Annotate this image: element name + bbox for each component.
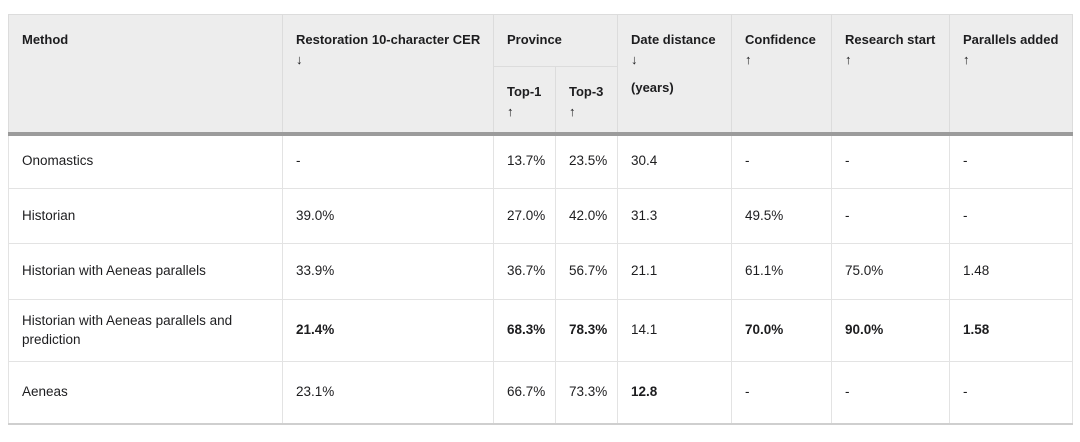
cell-top3: 23.5% — [554, 133, 619, 190]
cell-date-distance: 30.4 — [617, 133, 733, 190]
descending-arrow-icon: ↓ — [296, 51, 303, 67]
cell-method: Aeneas — [8, 361, 283, 425]
table-header: Method Restoration 10-character CER ↓ Pr… — [8, 13, 1074, 136]
column-header-parallels-added: Parallels added ↑ — [949, 13, 1074, 136]
cell-cer: 39.0% — [282, 188, 494, 245]
table-row-historian-parallels-prediction: Historian with Aeneas parallels and pred… — [8, 299, 1074, 363]
column-header-research-start: Research start ↑ — [831, 13, 951, 136]
ascending-arrow-icon: ↑ — [745, 51, 752, 67]
header-row-sub: Top-1 ↑ Top-3 ↑ — [9, 65, 1073, 136]
cell-cer: 33.9% — [282, 243, 494, 301]
column-header-cer: Restoration 10-character CER ↓ — [282, 13, 494, 136]
ascending-arrow-icon: ↑ — [963, 51, 970, 67]
cell-research-start: - — [831, 361, 951, 425]
results-table-container: Method Restoration 10-character CER ↓ Pr… — [8, 13, 1074, 425]
ascending-arrow-icon: ↑ — [507, 103, 514, 119]
column-header-date-distance-label: Date distance — [631, 32, 716, 47]
cell-top3: 73.3% — [554, 361, 619, 425]
header-row-top: Method Restoration 10-character CER ↓ Pr… — [8, 13, 1074, 136]
cell-top1: 68.3% — [493, 299, 556, 363]
column-header-date-distance: Date distance ↓ (years) — [617, 13, 733, 136]
table-row-historian-parallels: Historian with Aeneas parallels 33.9% 36… — [8, 243, 1074, 301]
cell-confidence: 61.1% — [731, 243, 833, 301]
cell-method: Historian — [8, 188, 283, 245]
cell-top3: 42.0% — [554, 188, 619, 245]
column-header-top3-label: Top-3 — [569, 84, 604, 99]
cell-top3: 56.7% — [554, 243, 619, 301]
table-row-historian: Historian 39.0% 27.0% 42.0% 31.3 49.5% -… — [8, 188, 1074, 245]
cell-confidence: - — [731, 361, 833, 425]
ascending-arrow-icon: ↑ — [845, 51, 852, 67]
column-header-province: Province — [492, 14, 619, 67]
cell-top1: 36.7% — [493, 243, 556, 301]
cell-parallels-added: - — [949, 361, 1074, 425]
cell-method: Historian with Aeneas parallels and pred… — [8, 299, 283, 363]
cell-top3: 78.3% — [554, 299, 619, 363]
column-header-research-start-label: Research start — [845, 32, 936, 47]
cell-date-distance: 14.1 — [617, 299, 733, 363]
cell-cer: 23.1% — [282, 361, 494, 425]
column-header-top3: Top-3 ↑ — [554, 65, 619, 136]
table-body: Onomastics - 13.7% 23.5% 30.4 - - - Hist… — [8, 133, 1074, 425]
descending-arrow-icon: ↓ — [631, 51, 638, 67]
column-header-confidence-label: Confidence — [745, 32, 816, 47]
cell-date-distance: 21.1 — [617, 243, 733, 301]
column-header-province-label: Province — [507, 32, 562, 47]
column-header-method-label: Method — [22, 32, 69, 47]
cell-research-start: 90.0% — [831, 299, 951, 363]
cell-cer: - — [282, 133, 494, 190]
cell-method: Onomastics — [8, 133, 283, 190]
column-header-confidence: Confidence ↑ — [731, 13, 833, 136]
cell-cer: 21.4% — [282, 299, 494, 363]
cell-top1: 13.7% — [493, 133, 556, 190]
table-row-aeneas: Aeneas 23.1% 66.7% 73.3% 12.8 - - - — [8, 361, 1074, 425]
cell-parallels-added: 1.58 — [949, 299, 1074, 363]
cell-parallels-added: 1.48 — [949, 243, 1074, 301]
cell-parallels-added: - — [949, 133, 1074, 190]
column-header-cer-label: Restoration 10-character CER — [296, 32, 481, 47]
ascending-arrow-icon: ↑ — [569, 103, 576, 119]
table-row-onomastics: Onomastics - 13.7% 23.5% 30.4 - - - — [8, 133, 1074, 190]
cell-research-start: - — [831, 133, 951, 190]
cell-top1: 27.0% — [493, 188, 556, 245]
cell-date-distance: 12.8 — [617, 361, 733, 425]
column-header-top1-label: Top-1 — [507, 84, 542, 99]
cell-confidence: 70.0% — [731, 299, 833, 363]
cell-confidence: - — [731, 133, 833, 190]
cell-date-distance: 31.3 — [617, 188, 733, 245]
cell-top1: 66.7% — [493, 361, 556, 425]
cell-research-start: 75.0% — [831, 243, 951, 301]
cell-research-start: - — [831, 188, 951, 245]
results-table: Method Restoration 10-character CER ↓ Pr… — [8, 13, 1074, 425]
column-header-top1: Top-1 ↑ — [493, 65, 556, 136]
cell-method: Historian with Aeneas parallels — [8, 243, 283, 301]
column-header-date-distance-unit: (years) — [631, 79, 674, 95]
cell-confidence: 49.5% — [731, 188, 833, 245]
column-header-method: Method — [8, 13, 283, 136]
cell-parallels-added: - — [949, 188, 1074, 245]
column-header-parallels-added-label: Parallels added — [963, 32, 1059, 47]
